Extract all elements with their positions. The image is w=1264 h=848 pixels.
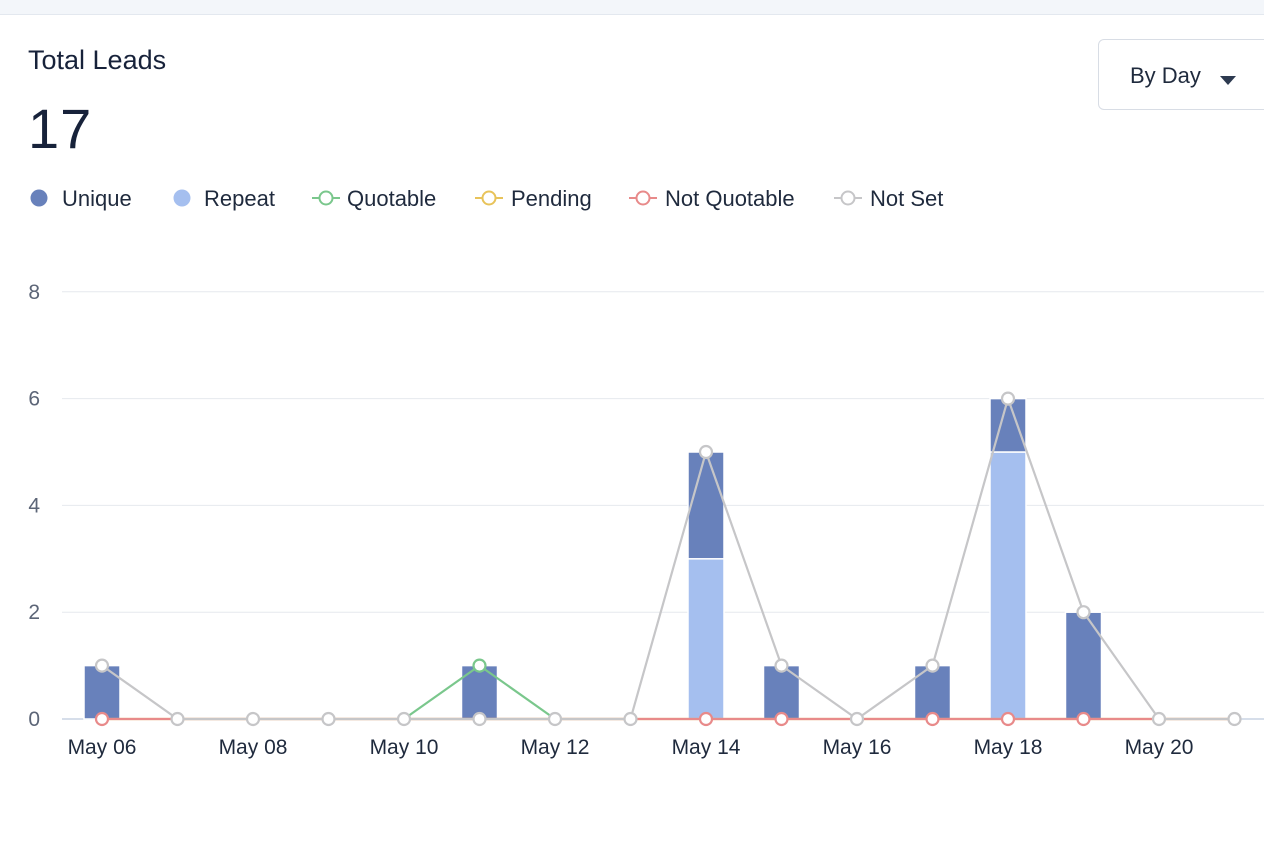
period-dropdown-label: By Day xyxy=(1130,63,1201,88)
legend-line-icon xyxy=(475,190,503,206)
point-not-set xyxy=(245,711,261,727)
bar-unique xyxy=(687,451,725,560)
x-tick-label: May 08 xyxy=(219,736,288,759)
y-tick-label: 4 xyxy=(28,494,40,517)
point-quotable xyxy=(472,658,487,673)
point-not-set xyxy=(925,658,940,673)
point-not-quotable xyxy=(925,711,940,727)
x-tick-label: May 20 xyxy=(1125,736,1194,759)
y-tick-label: 2 xyxy=(28,601,40,624)
point-not-set xyxy=(1151,711,1167,727)
point-not-set xyxy=(1227,711,1242,727)
legend-label: Unique xyxy=(62,186,132,211)
point-not-set xyxy=(94,658,110,673)
legend-label: Not Set xyxy=(870,186,944,211)
legend-label: Not Quotable xyxy=(665,186,795,211)
chart-legend: Unique Repeat Quotable Pending Not Quota… xyxy=(0,182,1000,214)
legend-label: Pending xyxy=(511,186,592,211)
x-tick-label: May 06 xyxy=(68,736,137,759)
y-tick-label: 6 xyxy=(28,388,40,411)
x-tick-label: May 16 xyxy=(823,736,892,759)
point-not-quotable xyxy=(1000,711,1016,727)
legend-dot-icon xyxy=(173,189,191,207)
point-not-set xyxy=(547,711,563,727)
legend-label: Quotable xyxy=(347,186,437,211)
legend-line-icon xyxy=(312,190,340,206)
point-not-set xyxy=(849,711,865,727)
bar-repeat xyxy=(687,558,725,720)
point-not-set xyxy=(396,711,412,727)
bar-repeat xyxy=(989,451,1027,720)
y-tick-label: 0 xyxy=(28,708,40,731)
chart-title: Total Leads xyxy=(28,45,167,75)
point-not-set xyxy=(774,658,789,673)
line-segment-quotable xyxy=(403,664,481,720)
point-not-set xyxy=(472,711,487,727)
chevron-down-icon xyxy=(1220,76,1236,85)
point-not-set xyxy=(623,711,638,727)
point-not-set xyxy=(1076,605,1091,620)
total-count: 17 xyxy=(28,97,93,160)
legend-label: Repeat xyxy=(204,186,275,211)
y-tick-label: 8 xyxy=(28,281,40,304)
top-strip xyxy=(0,0,1264,15)
leads-bar-line-chart: 0 2 4 6 8 May 06 May 08 May 10 May 12 May 14 May 1… xyxy=(28,281,1264,759)
x-tick-label: May 12 xyxy=(521,736,590,759)
point-not-set xyxy=(1000,391,1016,406)
line-not-set xyxy=(101,394,1235,721)
x-tick-label: May 18 xyxy=(974,736,1043,759)
point-not-set xyxy=(321,711,336,727)
point-not-quotable xyxy=(774,711,789,727)
legend-line-icon xyxy=(834,190,862,206)
point-not-quotable xyxy=(94,711,110,727)
point-not-quotable xyxy=(1076,711,1091,727)
period-dropdown[interactable]: By Day xyxy=(1098,39,1264,110)
x-tick-label: May 10 xyxy=(370,736,439,759)
point-not-set xyxy=(698,444,714,460)
line-segment-quotable xyxy=(478,664,556,720)
point-not-set xyxy=(170,711,185,727)
point-not-quotable xyxy=(698,711,714,727)
legend-dot-icon xyxy=(30,189,48,207)
legend-line-icon xyxy=(629,190,657,206)
x-tick-label: May 14 xyxy=(672,736,741,759)
